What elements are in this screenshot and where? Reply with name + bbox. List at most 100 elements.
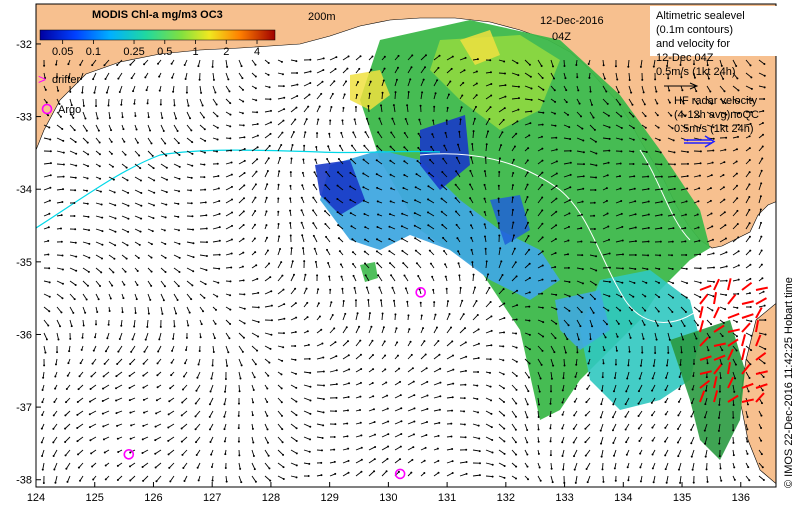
velocity-vector <box>160 267 166 273</box>
velocity-vector-head <box>656 324 659 327</box>
velocity-vector-head <box>537 416 540 419</box>
velocity-vector-head <box>360 470 363 473</box>
velocity-vector <box>550 173 558 178</box>
velocity-vector-head <box>309 58 312 61</box>
velocity-vector-head <box>613 467 616 470</box>
velocity-vector-head <box>760 402 763 405</box>
velocity-vector-head <box>734 363 737 366</box>
velocity-vector-head <box>567 266 570 269</box>
velocity-vector-head <box>528 262 531 265</box>
velocity-vector-head <box>621 239 624 242</box>
velocity-vector-head <box>612 403 615 406</box>
velocity-vector-head <box>326 158 329 161</box>
velocity-vector <box>173 306 177 314</box>
velocity-vector <box>290 274 295 282</box>
velocity-vector-head <box>748 208 751 211</box>
velocity-vector <box>677 449 682 457</box>
velocity-vector <box>666 475 669 483</box>
velocity-vector <box>354 287 357 295</box>
velocity-vector-head <box>52 441 55 444</box>
velocity-vector <box>147 306 150 314</box>
velocity-vector-head <box>671 254 674 257</box>
velocity-vector <box>457 144 461 152</box>
velocity-vector <box>212 187 219 191</box>
velocity-vector-head <box>328 275 331 278</box>
velocity-vector-head <box>678 388 681 391</box>
velocity-vector-head <box>129 362 132 365</box>
velocity-vector-head <box>192 242 195 245</box>
velocity-vector-head <box>718 455 721 458</box>
velocity-vector-head <box>592 311 595 314</box>
velocity-vector-head <box>242 124 245 127</box>
x-tick-label: 135 <box>673 492 691 504</box>
velocity-vector-head <box>443 144 446 147</box>
velocity-vector-head <box>54 363 57 366</box>
velocity-vector-head <box>672 139 675 142</box>
velocity-vector-head <box>553 112 556 115</box>
velocity-vector-head <box>444 131 447 134</box>
velocity-legend: Altimetric sealevel (0.1m contours) and … <box>650 6 778 148</box>
velocity-vector-head <box>164 256 167 259</box>
velocity-vector-head <box>682 338 685 341</box>
velocity-vector-head <box>281 73 284 76</box>
velocity-vector-head <box>705 468 708 471</box>
velocity-vector-head <box>413 420 416 423</box>
velocity-vector-head <box>684 240 687 243</box>
velocity-vector-head <box>181 453 184 456</box>
velocity-vector-head <box>178 242 181 245</box>
velocity-vector <box>706 98 713 105</box>
hf-radar-vector <box>713 376 718 389</box>
velocity-vector-head <box>48 267 51 270</box>
velocity-vector <box>511 235 515 243</box>
velocity-vector-head <box>59 227 62 230</box>
velocity-vector-head <box>349 185 352 188</box>
velocity-vector <box>511 85 519 88</box>
velocity-vector <box>602 306 609 311</box>
velocity-vector-head <box>749 263 752 266</box>
velocity-vector-head <box>341 287 344 290</box>
velocity-vector-head <box>358 67 361 70</box>
velocity-vector-head <box>396 354 399 357</box>
velocity-vector-head <box>325 171 328 174</box>
velocity-vector-head <box>303 144 306 147</box>
velocity-vector-head <box>672 227 675 230</box>
velocity-vector <box>511 397 517 404</box>
velocity-vector <box>351 145 357 152</box>
velocity-vector-head <box>475 105 478 108</box>
velocity-vector-head <box>90 452 93 455</box>
velocity-vector <box>602 462 604 470</box>
velocity-vector-head <box>107 104 110 107</box>
velocity-vector <box>238 211 245 217</box>
velocity-vector-head <box>639 466 642 469</box>
velocity-vector-head <box>256 123 259 126</box>
velocity-vector-head <box>541 147 544 150</box>
velocity-vector-head <box>216 150 219 153</box>
velocity-vector-head <box>555 322 558 325</box>
velocity-vector-head <box>321 80 324 83</box>
velocity-vector <box>342 382 350 386</box>
velocity-vector <box>329 369 337 373</box>
velocity-vector-head <box>324 184 327 187</box>
velocity-vector-head <box>574 375 577 378</box>
velocity-vector-head <box>503 72 506 75</box>
velocity-vector <box>186 267 194 272</box>
velocity-vector <box>690 436 695 444</box>
velocity-vector-head <box>438 408 441 411</box>
velocity-vector-head <box>164 216 167 219</box>
velocity-vector <box>264 121 272 126</box>
hf-radar-vector <box>755 392 765 403</box>
velocity-vector <box>67 475 71 483</box>
velocity-vector-head <box>136 284 139 287</box>
velocity-vector-head <box>333 460 336 463</box>
velocity-vector <box>55 475 58 483</box>
velocity-vector-head <box>679 64 682 67</box>
velocity-vector-head <box>130 424 133 427</box>
velocity-vector-head <box>178 270 181 273</box>
velocity-vector-head <box>327 262 330 265</box>
velocity-vector-head <box>61 128 64 131</box>
velocity-vector <box>524 110 532 113</box>
velocity-vector-head <box>172 90 175 93</box>
velocity-vector-head <box>567 324 570 327</box>
velocity-vector-head <box>511 196 514 199</box>
velocity-vector-head <box>199 336 202 339</box>
